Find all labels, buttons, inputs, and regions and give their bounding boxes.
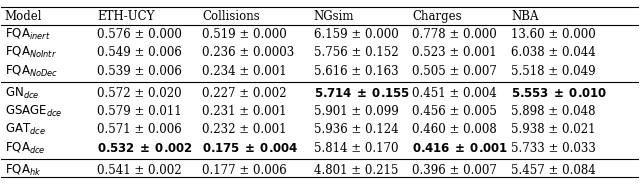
Text: 6.038 ± 0.044: 6.038 ± 0.044 [511, 46, 596, 59]
Text: $\mathrm{GN}_{dce}$: $\mathrm{GN}_{dce}$ [4, 86, 39, 101]
Text: 0.572 ± 0.020: 0.572 ± 0.020 [97, 87, 182, 100]
Text: Model: Model [4, 10, 42, 23]
Text: ETH-UCY: ETH-UCY [97, 10, 154, 23]
Text: 0.396 ± 0.007: 0.396 ± 0.007 [412, 164, 497, 177]
Text: 0.505 ± 0.007: 0.505 ± 0.007 [412, 65, 497, 78]
Text: 4.801 ± 0.215: 4.801 ± 0.215 [314, 164, 398, 177]
Text: 5.898 ± 0.048: 5.898 ± 0.048 [511, 105, 596, 118]
Text: 0.576 ± 0.000: 0.576 ± 0.000 [97, 28, 182, 41]
Text: $\mathrm{FQA}_{inert}$: $\mathrm{FQA}_{inert}$ [4, 27, 50, 42]
Text: $\mathrm{GAT}_{dce}$: $\mathrm{GAT}_{dce}$ [4, 122, 45, 137]
Text: 5.616 ± 0.163: 5.616 ± 0.163 [314, 65, 398, 78]
Text: 0.451 ± 0.004: 0.451 ± 0.004 [412, 87, 497, 100]
Text: 0.460 ± 0.008: 0.460 ± 0.008 [412, 123, 497, 136]
Text: 5.756 ± 0.152: 5.756 ± 0.152 [314, 46, 398, 59]
Text: 0.232 ± 0.001: 0.232 ± 0.001 [202, 123, 287, 136]
Text: 5.814 ± 0.170: 5.814 ± 0.170 [314, 142, 398, 155]
Text: 0.778 ± 0.000: 0.778 ± 0.000 [412, 28, 497, 41]
Text: $\mathrm{GSAGE}_{dce}$: $\mathrm{GSAGE}_{dce}$ [4, 104, 62, 119]
Text: 0.236 ± 0.0003: 0.236 ± 0.0003 [202, 46, 294, 59]
Text: 5.936 ± 0.124: 5.936 ± 0.124 [314, 123, 398, 136]
Text: 0.523 ± 0.001: 0.523 ± 0.001 [412, 46, 497, 59]
Text: $\mathbf{0.175\;\pm\;0.004}$: $\mathbf{0.175\;\pm\;0.004}$ [202, 142, 299, 155]
Text: 0.231 ± 0.001: 0.231 ± 0.001 [202, 105, 287, 118]
Text: 6.159 ± 0.000: 6.159 ± 0.000 [314, 28, 398, 41]
Text: 5.901 ± 0.099: 5.901 ± 0.099 [314, 105, 398, 118]
Text: 0.549 ± 0.006: 0.549 ± 0.006 [97, 46, 182, 59]
Text: 5.938 ± 0.021: 5.938 ± 0.021 [511, 123, 596, 136]
Text: 0.177 ± 0.006: 0.177 ± 0.006 [202, 164, 287, 177]
Text: Charges: Charges [412, 10, 462, 23]
Text: 0.234 ± 0.001: 0.234 ± 0.001 [202, 65, 287, 78]
Text: $\mathrm{FQA}_{\it{NoDec}}$: $\mathrm{FQA}_{\it{NoDec}}$ [4, 64, 58, 79]
Text: 0.227 ± 0.002: 0.227 ± 0.002 [202, 87, 287, 100]
Text: 0.539 ± 0.006: 0.539 ± 0.006 [97, 65, 182, 78]
Text: $\mathrm{FQA}_{dce}$: $\mathrm{FQA}_{dce}$ [4, 141, 45, 156]
Text: Collisions: Collisions [202, 10, 260, 23]
Text: $\mathbf{5.714\;\pm\;0.155}$: $\mathbf{5.714\;\pm\;0.155}$ [314, 87, 410, 100]
Text: 0.456 ± 0.005: 0.456 ± 0.005 [412, 105, 497, 118]
Text: $\mathbf{5.553\;\pm\;0.010}$: $\mathbf{5.553\;\pm\;0.010}$ [511, 87, 607, 100]
Text: NGsim: NGsim [314, 10, 354, 23]
Text: $\mathrm{FQA}_{\it{NoIntr}}$: $\mathrm{FQA}_{\it{NoIntr}}$ [4, 45, 56, 60]
Text: $\mathbf{0.532\;\pm\;0.002}$: $\mathbf{0.532\;\pm\;0.002}$ [97, 142, 193, 155]
Text: 0.571 ± 0.006: 0.571 ± 0.006 [97, 123, 182, 136]
Text: 0.541 ± 0.002: 0.541 ± 0.002 [97, 164, 182, 177]
Text: $\mathbf{0.416\;\pm\;0.001}$: $\mathbf{0.416\;\pm\;0.001}$ [412, 142, 509, 155]
Text: 13.60 ± 0.000: 13.60 ± 0.000 [511, 28, 596, 41]
Text: 5.518 ± 0.049: 5.518 ± 0.049 [511, 65, 596, 78]
Text: 0.579 ± 0.011: 0.579 ± 0.011 [97, 105, 182, 118]
Text: NBA: NBA [511, 10, 539, 23]
Text: 0.519 ± 0.000: 0.519 ± 0.000 [202, 28, 287, 41]
Text: 5.457 ± 0.084: 5.457 ± 0.084 [511, 164, 596, 177]
Text: 5.733 ± 0.033: 5.733 ± 0.033 [511, 142, 596, 155]
Text: $\mathrm{FQA}_{hk}$: $\mathrm{FQA}_{hk}$ [4, 163, 41, 178]
